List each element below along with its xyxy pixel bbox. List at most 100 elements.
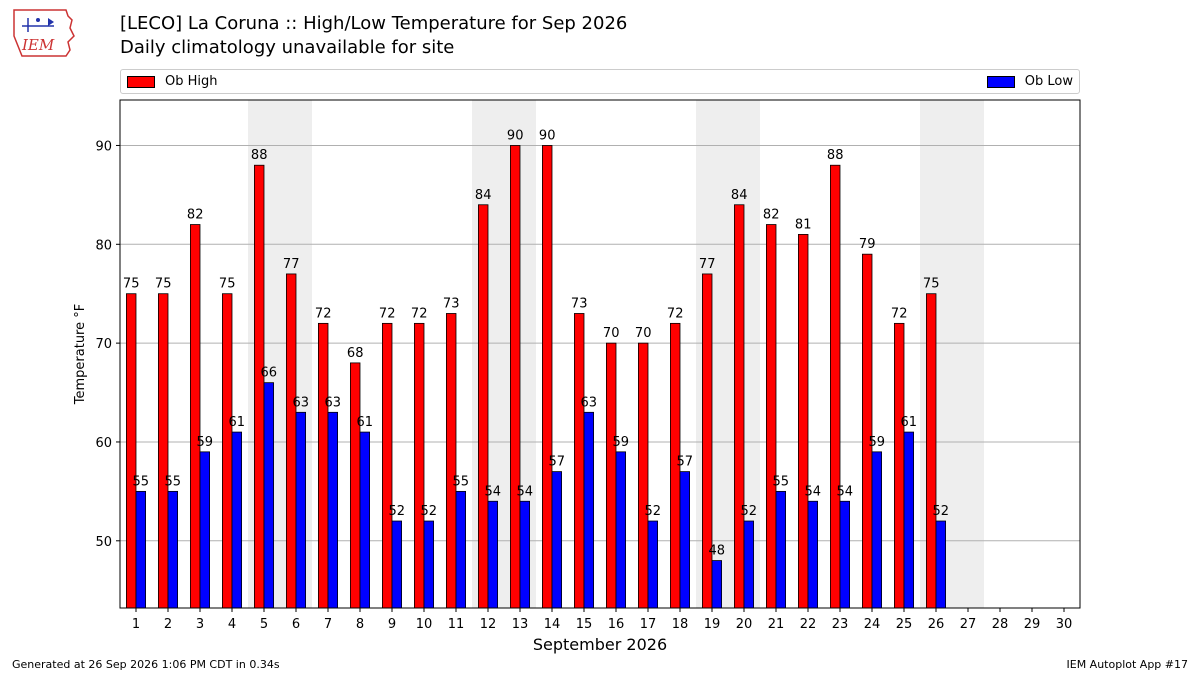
high-value-label: 81 bbox=[795, 217, 812, 232]
low-value-label: 52 bbox=[741, 504, 758, 519]
high-bar-day-4 bbox=[221, 293, 233, 609]
low-value-label: 63 bbox=[293, 395, 310, 410]
low-bar-day-22 bbox=[807, 500, 819, 609]
low-value-label: 63 bbox=[581, 395, 598, 410]
x-tick-label: 22 bbox=[800, 617, 817, 632]
high-bar-day-26 bbox=[926, 293, 937, 609]
high-bar-day-3 bbox=[189, 224, 201, 609]
x-tick-label: 15 bbox=[576, 617, 593, 632]
low-bar-day-4 bbox=[231, 431, 243, 609]
high-bar-day-13 bbox=[509, 145, 521, 609]
low-value-label: 59 bbox=[197, 435, 214, 450]
x-tick-label: 12 bbox=[480, 617, 497, 632]
low-bar-day-13 bbox=[519, 500, 531, 609]
chart-subtitle: Daily climatology unavailable for site bbox=[120, 37, 455, 58]
low-value-label: 66 bbox=[261, 366, 278, 381]
x-tick-label: 6 bbox=[292, 617, 300, 632]
high-bar-day-12 bbox=[477, 204, 489, 609]
high-value-label: 72 bbox=[411, 306, 428, 321]
high-bar-day-22 bbox=[798, 234, 809, 609]
high-value-label: 75 bbox=[123, 277, 140, 292]
low-bar-day-7 bbox=[327, 411, 339, 609]
y-axis-label: Temperature °F bbox=[73, 304, 88, 405]
x-tick-label: 5 bbox=[260, 617, 268, 632]
high-value-label: 75 bbox=[923, 277, 940, 292]
legend-swatch-high bbox=[127, 75, 155, 88]
y-tick-label: 90 bbox=[95, 139, 112, 154]
low-bar-day-26 bbox=[935, 520, 947, 609]
x-tick-label: 13 bbox=[512, 617, 529, 632]
high-value-label: 82 bbox=[187, 208, 204, 223]
high-value-label: 90 bbox=[539, 128, 556, 143]
x-tick-label: 23 bbox=[832, 617, 849, 632]
high-value-label: 77 bbox=[283, 257, 300, 272]
low-bar-day-19 bbox=[711, 560, 723, 609]
high-bar-day-20 bbox=[734, 204, 745, 609]
low-value-label: 63 bbox=[325, 395, 342, 410]
x-tick-label: 16 bbox=[608, 617, 625, 632]
low-bar-day-18 bbox=[679, 471, 691, 609]
high-value-label: 70 bbox=[603, 326, 620, 341]
low-bar-day-11 bbox=[455, 490, 467, 609]
high-bar-day-16 bbox=[606, 342, 617, 609]
high-value-label: 72 bbox=[891, 306, 908, 321]
high-bar-day-6 bbox=[285, 273, 297, 609]
low-value-label: 61 bbox=[901, 415, 918, 430]
low-bar-day-8 bbox=[359, 431, 371, 609]
low-bar-day-16 bbox=[615, 451, 627, 609]
low-bar-day-9 bbox=[391, 520, 403, 609]
high-bar-day-8 bbox=[349, 362, 361, 609]
low-value-label: 52 bbox=[421, 504, 438, 519]
high-bar-day-21 bbox=[766, 224, 777, 609]
chart-title: [LECO] La Coruna :: High/Low Temperature… bbox=[120, 13, 628, 34]
high-bar-day-1 bbox=[126, 293, 137, 609]
high-bar-day-24 bbox=[862, 253, 873, 609]
y-tick-label: 50 bbox=[95, 535, 112, 550]
x-tick-label: 9 bbox=[388, 617, 396, 632]
x-tick-label: 19 bbox=[704, 617, 721, 632]
x-tick-label: 17 bbox=[640, 617, 657, 632]
low-value-label: 52 bbox=[389, 504, 406, 519]
low-value-label: 61 bbox=[229, 415, 246, 430]
x-tick-label: 1 bbox=[132, 617, 140, 632]
weekend-shade-day-27 bbox=[952, 100, 984, 608]
logo-text: IEM bbox=[21, 36, 55, 54]
high-bar-day-5 bbox=[253, 164, 265, 609]
plot-frame bbox=[119, 99, 1081, 609]
low-bar-day-23 bbox=[839, 500, 851, 609]
high-value-label: 88 bbox=[251, 148, 268, 163]
high-bar-day-2 bbox=[157, 293, 169, 609]
high-value-label: 75 bbox=[219, 277, 236, 292]
low-bar-day-1 bbox=[135, 490, 147, 609]
high-bar-day-15 bbox=[574, 313, 585, 609]
x-tick-label: 8 bbox=[356, 617, 364, 632]
low-value-label: 59 bbox=[869, 435, 886, 450]
high-bar-day-11 bbox=[445, 313, 457, 609]
high-value-label: 73 bbox=[443, 296, 460, 311]
low-bar-day-25 bbox=[903, 431, 915, 609]
low-value-label: 54 bbox=[517, 484, 534, 499]
grid-lines bbox=[120, 144, 1080, 542]
high-value-label: 72 bbox=[667, 306, 684, 321]
low-value-label: 55 bbox=[453, 474, 470, 489]
high-value-label: 84 bbox=[731, 188, 748, 203]
x-tick-label: 18 bbox=[672, 617, 689, 632]
high-value-label: 72 bbox=[315, 306, 332, 321]
legend-swatch-low bbox=[986, 75, 1015, 88]
low-value-label: 54 bbox=[485, 484, 502, 499]
low-bar-day-3 bbox=[199, 451, 211, 609]
x-tick-label: 10 bbox=[416, 617, 433, 632]
high-bar-day-10 bbox=[413, 322, 425, 609]
high-value-label: 90 bbox=[507, 128, 524, 143]
x-tick-label: 27 bbox=[960, 617, 977, 632]
x-tick-label: 28 bbox=[992, 617, 1009, 632]
low-value-label: 57 bbox=[549, 455, 566, 470]
low-bar-day-20 bbox=[743, 520, 755, 609]
low-value-label: 55 bbox=[133, 474, 150, 489]
high-value-label: 68 bbox=[347, 346, 364, 361]
low-bar-day-24 bbox=[871, 451, 883, 609]
x-tick-label: 11 bbox=[448, 617, 465, 632]
x-tick-label: 2 bbox=[164, 617, 172, 632]
